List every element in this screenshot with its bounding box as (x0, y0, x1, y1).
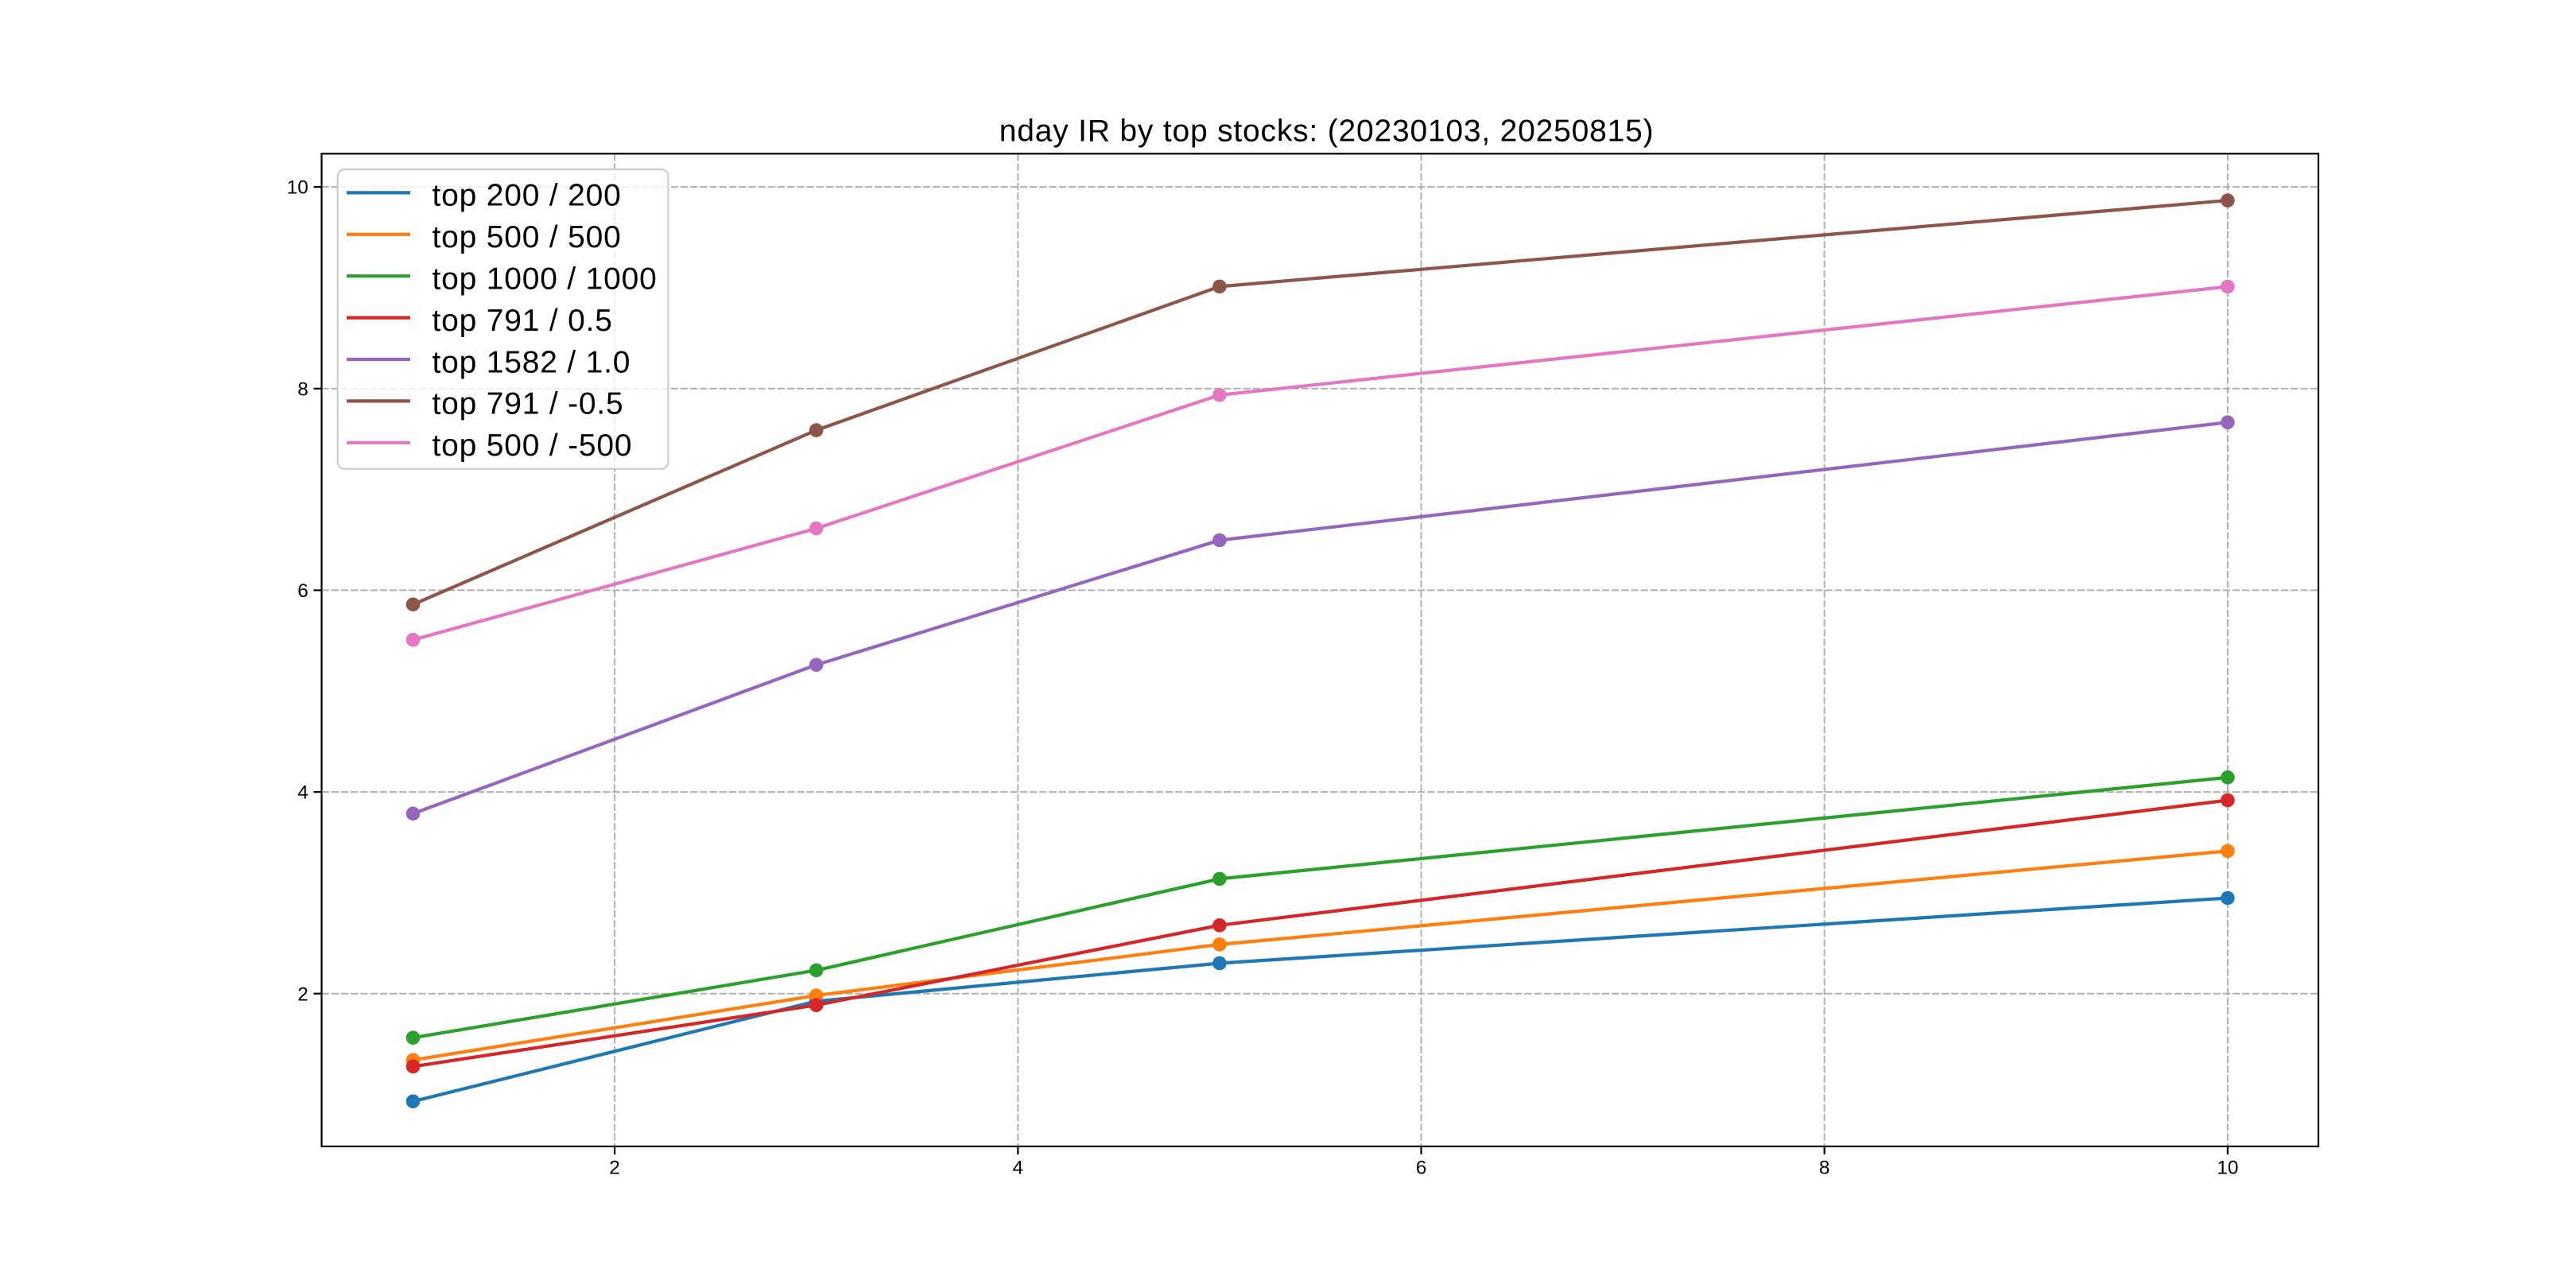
svg-text:6: 6 (297, 580, 308, 602)
svg-text:top 500 / -500: top 500 / -500 (433, 429, 633, 463)
svg-text:8: 8 (297, 378, 308, 400)
svg-text:8: 8 (1819, 1157, 1830, 1178)
svg-text:top 791 / -0.5: top 791 / -0.5 (433, 387, 624, 421)
svg-text:10: 10 (287, 177, 308, 199)
svg-text:top 1000 / 1000: top 1000 / 1000 (433, 262, 658, 297)
svg-text:2: 2 (609, 1157, 620, 1178)
svg-text:top 1582 / 1.0: top 1582 / 1.0 (433, 345, 631, 379)
svg-text:4: 4 (297, 782, 308, 804)
svg-text:top 200 / 200: top 200 / 200 (433, 179, 622, 213)
svg-text:10: 10 (2217, 1157, 2238, 1178)
svg-text:top 791 / 0.5: top 791 / 0.5 (433, 304, 613, 338)
svg-text:top 500 / 500: top 500 / 500 (433, 220, 622, 254)
svg-text:4: 4 (1013, 1157, 1024, 1178)
svg-text:nday IR by top stocks: (202301: nday IR by top stocks: (20230103, 202508… (999, 114, 1655, 148)
svg-text:2: 2 (297, 983, 308, 1005)
svg-text:6: 6 (1416, 1157, 1427, 1178)
